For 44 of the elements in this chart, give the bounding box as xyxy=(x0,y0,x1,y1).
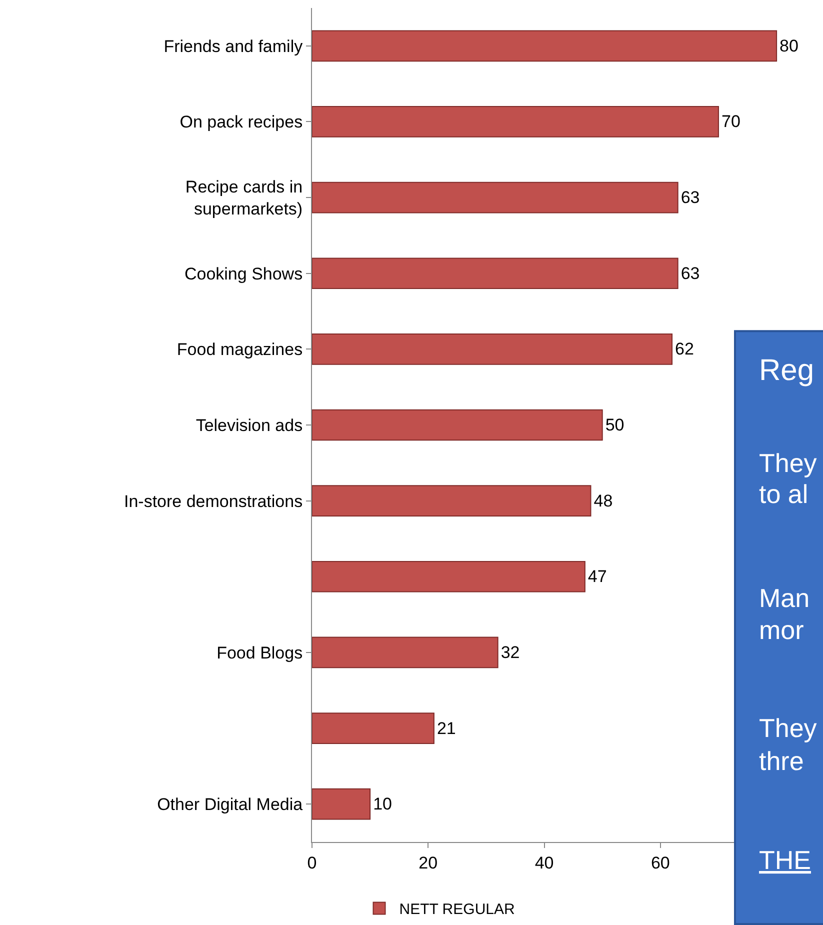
bar xyxy=(312,409,603,441)
data-label: 63 xyxy=(680,188,700,208)
y-tick-label: Other Digital Media xyxy=(157,795,304,814)
bar xyxy=(312,258,678,290)
x-tick-label: 40 xyxy=(534,853,554,872)
data-label: 47 xyxy=(588,567,607,586)
annotation: They xyxy=(759,448,817,478)
data-label: 80 xyxy=(780,36,798,56)
bar xyxy=(312,30,778,62)
y-tick-label: In-store demonstrations xyxy=(124,492,303,511)
data-label: 10 xyxy=(373,794,392,814)
annotation: to al xyxy=(759,479,808,509)
y-tick-label: Recipe cards in supermarkets) xyxy=(185,177,303,219)
legend-label: NETT REGULAR xyxy=(399,901,515,918)
y-tick-label: Television ads xyxy=(196,416,303,435)
bar xyxy=(312,334,673,365)
data-label: 63 xyxy=(680,264,700,283)
data-label: 62 xyxy=(675,340,694,359)
annotation: mor xyxy=(759,615,804,645)
x-tick-label: 20 xyxy=(418,853,438,872)
data-label: 48 xyxy=(594,491,613,510)
bar xyxy=(312,560,586,592)
y-tick-label: Cooking Shows xyxy=(184,264,303,284)
bar xyxy=(312,106,719,138)
bar xyxy=(312,485,592,516)
data-label: 21 xyxy=(436,718,456,738)
y-tick-label: Food magazines xyxy=(176,340,303,360)
data-label: 50 xyxy=(605,416,624,434)
annotation: THE xyxy=(759,845,811,875)
bar xyxy=(312,636,498,668)
annotation: Reg xyxy=(759,354,814,387)
data-label: 70 xyxy=(721,112,740,132)
x-tick-label: 60 xyxy=(650,853,670,872)
y-tick-label: Friends and family xyxy=(164,36,304,56)
y-tick-label: Food Blogs xyxy=(216,643,303,662)
data-label: 32 xyxy=(500,642,520,662)
y-tick-label: On pack recipes xyxy=(180,112,303,132)
annotation: They xyxy=(759,713,817,743)
bar xyxy=(312,182,678,214)
annotation: Man xyxy=(759,583,810,613)
annotation: thre xyxy=(759,746,804,776)
bar xyxy=(312,712,434,744)
x-tick-label: 0 xyxy=(307,853,317,872)
bar xyxy=(312,788,371,820)
